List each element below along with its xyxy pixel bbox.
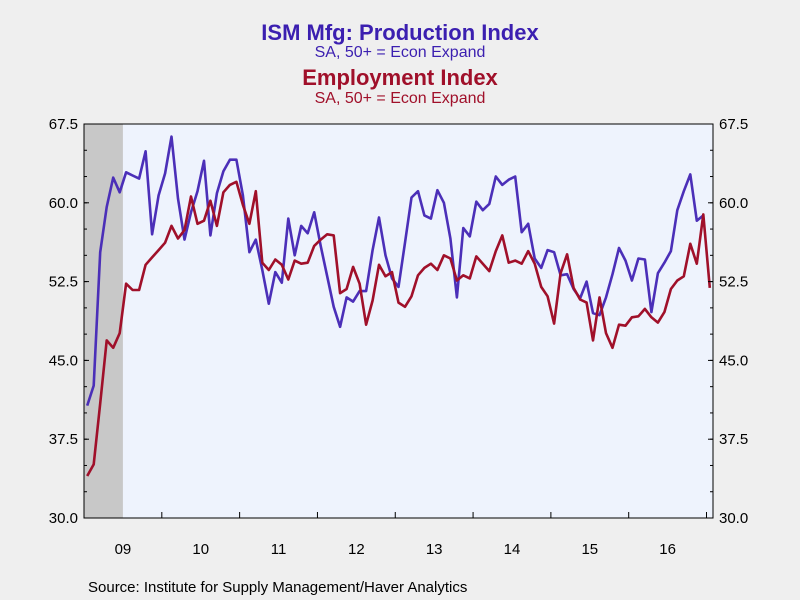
chart-subtitle-2: SA, 50+ = Econ Expand (315, 90, 486, 107)
y-tick-label-right: 30.0 (719, 510, 748, 527)
y-tick-label-right: 67.5 (719, 116, 748, 133)
x-tick-label: 10 (192, 541, 209, 558)
x-tick-label: 09 (115, 541, 132, 558)
y-tick-label-right: 60.0 (719, 195, 748, 212)
plot-frame (83, 123, 714, 519)
x-tick-label: 12 (348, 541, 365, 558)
recession-shade (84, 124, 123, 518)
source-note: Source: Institute for Supply Management/… (88, 579, 467, 596)
x-tick-label: 11 (271, 541, 287, 558)
y-tick-label-left: 30.0 (49, 510, 78, 527)
y-tick-label-right: 45.0 (719, 352, 748, 369)
y-tick-label-left: 37.5 (49, 431, 78, 448)
chart-subtitle-1: SA, 50+ = Econ Expand (315, 44, 486, 61)
series-layer (85, 135, 712, 477)
y-tick-label-left: 60.0 (49, 195, 78, 212)
plot-area (84, 124, 713, 518)
x-tick-label: 14 (504, 541, 521, 558)
y-tick-label-right: 52.5 (719, 274, 748, 291)
x-tick-label: 16 (659, 541, 676, 558)
chart-title-1: ISM Mfg: Production Index (261, 20, 539, 45)
employment-index-line (86, 180, 712, 477)
y-tick-label-right: 37.5 (719, 431, 748, 448)
y-tick-label-left: 52.5 (49, 274, 78, 291)
axis-layer: 30.0 30.0 37.5 37.5 45.0 45.0 52.5 52.5 60.0 60.0… (49, 116, 748, 558)
y-tick-label-left: 67.5 (49, 116, 78, 133)
x-tick-label: 15 (581, 541, 598, 558)
y-tick-label-left: 45.0 (49, 352, 78, 369)
chart-title-2: Employment Index (302, 65, 498, 90)
x-tick-label: 13 (426, 541, 443, 558)
